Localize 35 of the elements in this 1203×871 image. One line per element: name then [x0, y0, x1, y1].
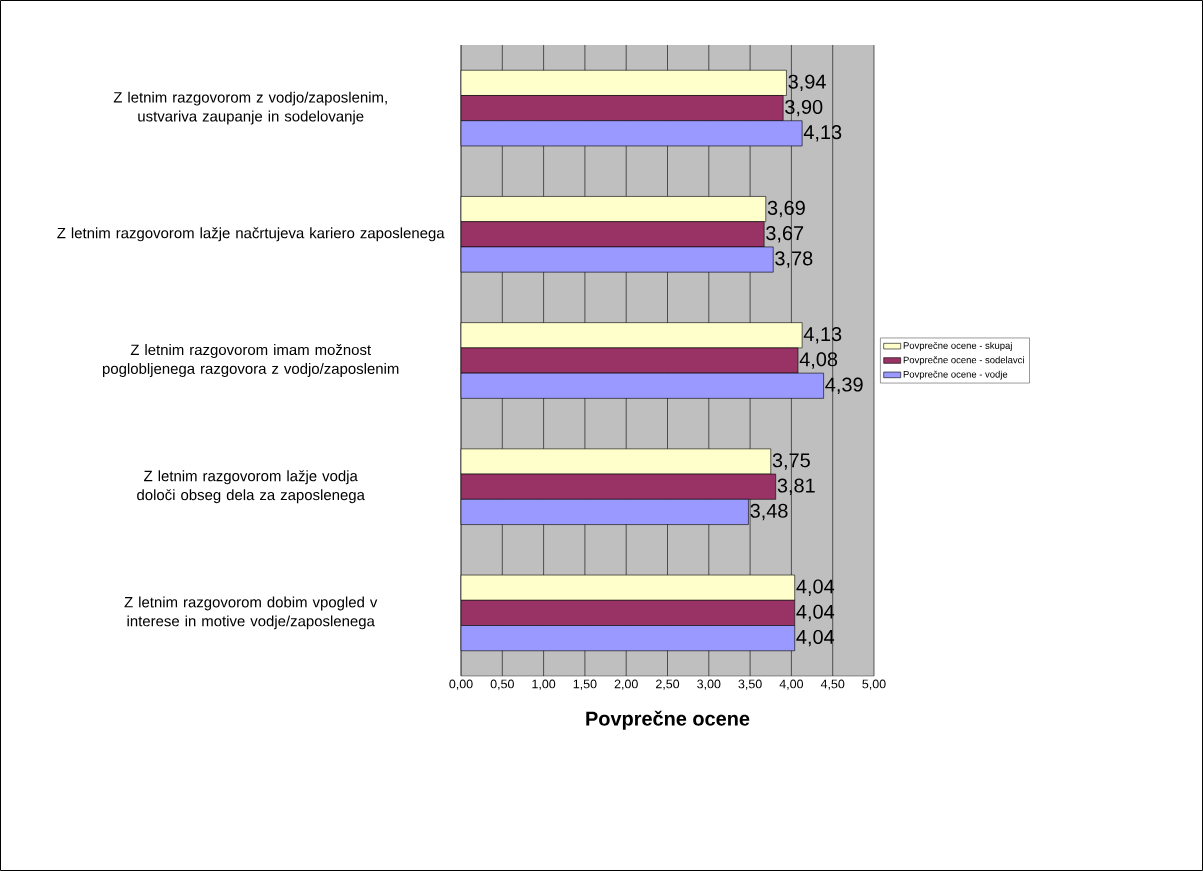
data-label: 4,13: [803, 125, 842, 142]
data-label: 3,75: [772, 453, 810, 470]
x-tick-label: 2,00: [614, 679, 638, 690]
data-label: 3,94: [788, 74, 826, 92]
data-label: 3,67: [766, 226, 804, 243]
y-tick-label: Z letnim razgovorom lažje načrtujeva kariero zaposlenega: [57, 227, 445, 242]
x-tick-label: 0,00: [449, 679, 473, 690]
x-tick-label: 4,00: [779, 679, 804, 690]
x-tick-label: 4,50: [820, 679, 845, 690]
data-label: 3,48: [750, 503, 788, 521]
data-label: 4,08: [799, 352, 838, 369]
y-tick-label: Z letnim razgovorom z vodjo/zaposlenim, ustvariva zaupanje in sodelovanje: [113, 91, 387, 125]
y-tick-label: Z letnim razgovorom lažje vodja določi obseg dela za zaposlenega: [137, 470, 365, 504]
data-label: 3,90: [785, 99, 823, 117]
data-label: 3,69: [767, 200, 805, 218]
legend-label: Povprečne ocene - skupaj: [903, 341, 1012, 351]
x-tick-label: 5,00: [862, 679, 886, 690]
x-tick-label: 3,00: [697, 679, 721, 690]
data-label: 3,78: [775, 251, 813, 268]
data-label: 4,04: [796, 579, 835, 596]
y-tick-label: Z letnim razgovorom imam možnost poglobljenega razgovora z vodjo/zaposlenim: [102, 344, 399, 377]
x-tick-label: 3,50: [738, 679, 762, 690]
x-tick-label: 1,00: [532, 679, 556, 690]
x-tick-label: 0,50: [490, 679, 514, 690]
data-label: 4,04: [796, 629, 835, 647]
x-tick-label: 1,50: [573, 679, 597, 690]
legend-label: Povprečne ocene - vodje: [903, 370, 1008, 380]
x-tick-label: 2,50: [656, 679, 680, 690]
x-axis-title: Povprečne ocene: [586, 710, 750, 730]
legend-label: Povprečne ocene - sodelavci: [903, 356, 1024, 366]
data-label: 3,81: [777, 478, 815, 495]
data-label: 4,04: [796, 604, 835, 622]
data-label: 4,39: [825, 377, 863, 394]
data-label: 4,13: [803, 327, 842, 344]
y-tick-label: Z letnim razgovorom dobim vpogled v interese in motive vodje/zaposlenega: [124, 596, 378, 630]
